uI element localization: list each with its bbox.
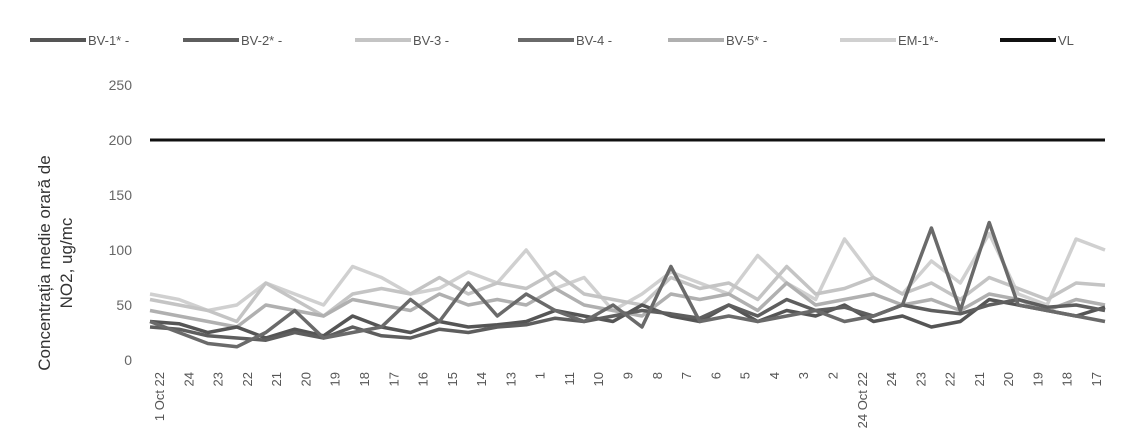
chart-legend: BV-1* - BV-2* - BV-3 - BV-4 - BV-5* - EM-1*- V… [30,33,1074,48]
legend-label: BV-1* - [88,33,129,48]
y-axis-ticks: 0 50 100 150 200 250 [109,77,133,368]
y-tick-label: 100 [109,242,133,258]
x-tick-label: 5 [738,372,753,379]
x-tick-label: 17 [386,372,401,386]
chart-series [150,140,1105,347]
y-tick-label: 150 [109,187,133,203]
legend-label: BV-5* - [726,33,767,48]
x-axis-ticks: 1 Oct 22 24 23 22 21 20 19 18 17 16 15 14 13 1 11 10 9 8 7… [152,372,1104,428]
y-tick-label: 50 [116,297,132,313]
legend-label: BV-4 - [576,33,612,48]
legend-item: BV-5* - [668,33,767,48]
x-tick-label: 19 [1030,372,1045,386]
legend-label: VL [1058,33,1074,48]
x-tick-label: 15 [445,372,460,386]
legend-label: EM-1*- [898,33,938,48]
x-tick-label: 3 [796,372,811,379]
x-tick-label: 8 [650,372,665,379]
legend-item: BV-1* - [30,33,129,48]
legend-item: EM-1*- [840,33,938,48]
x-tick-label: 23 [913,372,928,386]
x-tick-label: 4 [767,372,782,379]
x-tick-label: 21 [269,372,284,386]
y-tick-label: 250 [109,77,133,93]
x-tick-label: 6 [708,372,723,379]
y-axis-title-line-1: Concentrația medie orară de [35,155,54,370]
x-tick-label: 10 [591,372,606,386]
x-tick-label: 17 [1089,372,1104,386]
x-tick-label: 1 Oct 22 [152,372,167,421]
x-tick-label: 11 [562,372,577,386]
legend-label: BV-2* - [241,33,282,48]
y-tick-label: 0 [124,352,132,368]
x-tick-label: 24 [181,372,196,386]
x-tick-label: 16 [416,372,431,386]
y-tick-label: 200 [109,132,133,148]
x-tick-label: 2 [825,372,840,379]
x-tick-label: 14 [474,372,489,386]
x-tick-label: 23 [211,372,226,386]
x-tick-label: 22 [240,372,255,386]
x-tick-label: 7 [679,372,694,379]
x-tick-label: 13 [503,372,518,386]
x-tick-label: 22 [943,372,958,386]
x-tick-label: 20 [1001,372,1016,386]
x-tick-label: 19 [328,372,343,386]
y-axis-title-line-2: NO2, ug/mc [57,217,76,308]
legend-item: BV-4 - [518,33,612,48]
x-tick-label: 18 [357,372,372,386]
y-axis-title: Concentrația medie orară de NO2, ug/mc [35,155,76,370]
legend-item: BV-3 - [355,33,449,48]
x-tick-label: 1 [533,372,548,379]
x-tick-label: 21 [972,372,987,386]
x-tick-label: 24 [884,372,899,386]
x-tick-label: 20 [298,372,313,386]
legend-item: VL [1000,33,1074,48]
x-tick-label: 18 [1060,372,1075,386]
x-tick-label: 9 [621,372,636,379]
legend-label: BV-3 - [413,33,449,48]
legend-item: BV-2* - [183,33,282,48]
x-tick-label: 24 Oct 22 [855,372,870,428]
